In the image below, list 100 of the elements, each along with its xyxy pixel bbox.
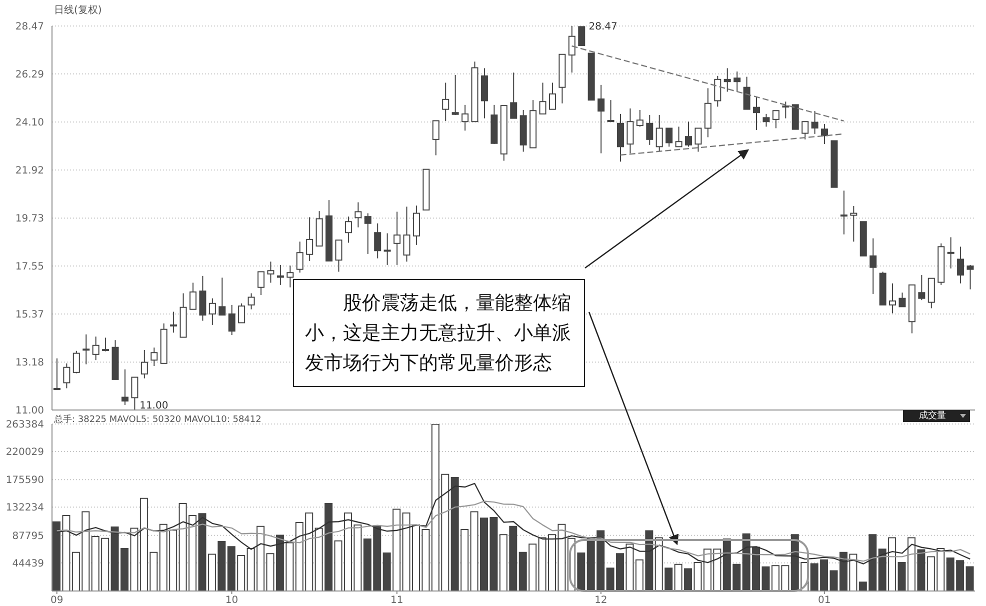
candlestick [170, 311, 178, 334]
y-tick-label: 263384 [6, 420, 44, 431]
candlestick [802, 121, 809, 140]
candlestick [462, 104, 469, 132]
candlestick [616, 113, 624, 162]
candlestick [811, 110, 818, 134]
annotation: 28.47 [588, 22, 618, 33]
candlestick [840, 190, 848, 235]
candlestick [306, 216, 314, 262]
candlestick [782, 101, 790, 119]
y-tick-label: 28.47 [15, 22, 44, 33]
candlestick [412, 205, 420, 246]
candlestick [626, 108, 634, 154]
candlestick [898, 292, 906, 308]
text: 日线(复权) [54, 4, 102, 17]
candlestick [918, 274, 926, 301]
candlestick [821, 124, 828, 145]
candlestick [238, 302, 246, 324]
candlestick [850, 206, 858, 242]
candlestick [694, 128, 702, 152]
line-series [56, 500, 971, 562]
candlestick [743, 76, 750, 110]
candlestick [199, 275, 206, 322]
y-tick-label: 11.00 [15, 406, 44, 417]
x-tick-label: 09 [50, 595, 64, 606]
candlestick [403, 206, 410, 262]
candlestick [889, 282, 896, 314]
annotation: 11.00 [140, 400, 168, 412]
y-tick-label: 21.92 [15, 166, 44, 177]
x-tick-label: 01 [818, 595, 831, 606]
y-tick-label: 13.18 [15, 358, 44, 369]
x-tick-label: 11 [390, 595, 404, 606]
y-tick-label: 24.10 [15, 118, 44, 129]
candlestick [150, 347, 158, 367]
x-tick-label: 10 [225, 595, 238, 606]
annotation: 股价震荡走低，量能整体缩小，这是主力无意拉升、小单派发市场行为下的常见量价形态 [293, 279, 585, 387]
candlestick [442, 82, 450, 122]
candlestick [394, 211, 401, 266]
candlestick [724, 68, 731, 92]
candlestick [928, 278, 935, 309]
candlestick [607, 100, 614, 123]
candlestick [762, 113, 770, 128]
candlestick [539, 82, 546, 114]
candlestick [714, 75, 722, 108]
y-tick-label: 19.73 [15, 214, 44, 225]
candlestick [646, 114, 654, 146]
candlestick [72, 350, 80, 374]
candlestick [374, 222, 382, 259]
candlestick [267, 261, 274, 284]
y-tick-label: 220029 [6, 447, 44, 458]
candlestick [568, 26, 576, 74]
candlestick [218, 277, 226, 316]
candlestick [510, 72, 518, 119]
candlestick [432, 120, 440, 156]
y-tick-label: 44439 [12, 558, 44, 570]
candlestick [131, 376, 138, 410]
candlestick [636, 109, 644, 128]
y-tick-label: 132234 [6, 502, 44, 514]
candlestick [753, 96, 760, 130]
candlestick [957, 246, 964, 284]
candlestick [870, 238, 877, 294]
candlestick [364, 212, 372, 254]
y-tick-label: 15.37 [15, 309, 44, 320]
line-series [56, 482, 971, 564]
candlestick [354, 202, 362, 228]
candlestick [656, 114, 663, 152]
candlestick [102, 337, 110, 352]
candlestick [598, 84, 605, 154]
candlestick [296, 241, 304, 274]
candlestick [966, 264, 974, 290]
x-tick-label: 12 [594, 595, 608, 606]
y-tick-label: 26.29 [15, 69, 44, 80]
candlestick [947, 236, 954, 269]
candlestick [384, 232, 391, 266]
candlestick [335, 240, 342, 272]
y-tick-label: 87795 [12, 530, 44, 542]
candlestick [258, 271, 265, 296]
bar [966, 566, 974, 591]
y-tick-label: 175590 [6, 475, 44, 486]
candlestick [276, 264, 284, 286]
candlestick [248, 292, 255, 310]
candlestick [772, 110, 780, 129]
candlestick [82, 334, 90, 365]
candlestick [548, 82, 556, 110]
candlestick [140, 349, 148, 379]
candlestick [121, 368, 128, 406]
candlestick [666, 128, 673, 148]
candlestick [208, 298, 216, 326]
candlestick [189, 282, 196, 310]
candlestick [344, 216, 352, 244]
text: 成交量 [919, 410, 946, 422]
candlestick [228, 304, 236, 336]
candlestick [63, 362, 70, 389]
candlestick [734, 71, 741, 92]
candlestick [578, 26, 586, 46]
candlestick [452, 74, 459, 116]
candlestick [92, 336, 100, 361]
candlestick [675, 126, 682, 148]
y-tick-label: 17.55 [15, 262, 44, 273]
annotation: 总手: 38225 MAVOL5: 50320 MAVOL10: 58412 [54, 414, 262, 426]
